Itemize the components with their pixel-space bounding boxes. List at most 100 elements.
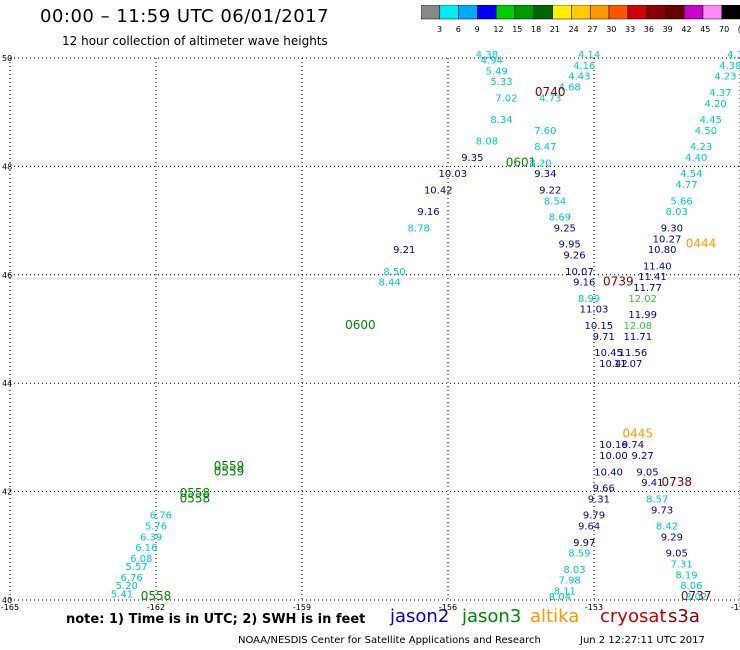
colorbar-tick-label: 42 [681, 25, 692, 34]
wave-height-label: 4.43 [568, 72, 590, 83]
wave-height-label: 10.27 [653, 234, 682, 245]
wave-height-label: 8.06 [680, 581, 702, 592]
wave-height-label: 4.38 [719, 61, 740, 72]
wave-height-label: 11.77 [633, 283, 662, 294]
chart-title: 00:00 – 11:59 UTC 06/01/2017 [40, 6, 330, 27]
time-label: 0444 [686, 237, 717, 251]
wave-height-label: 8.08 [476, 137, 498, 148]
colorbar-tick-label: 3 [437, 25, 443, 34]
wave-height-label: 8.54 [544, 196, 566, 207]
wave-height-label: 8.69 [549, 213, 571, 224]
wave-height-label: 6.76 [150, 511, 172, 522]
wave-height-label: 11.71 [623, 332, 652, 343]
wave-height-label: 4.23 [714, 72, 736, 83]
x-tick-label: -159 [293, 603, 311, 612]
wave-height-label: 9.29 [661, 532, 683, 543]
wave-height-label: 9.05 [666, 549, 688, 560]
x-tick-label: -153 [585, 603, 603, 612]
wave-height-label: 12.08 [623, 321, 652, 332]
wave-height-label: 9.16 [417, 207, 439, 218]
wave-height-label: 8.19 [675, 570, 697, 581]
wave-height-label: 9.21 [393, 245, 415, 256]
wave-height-label: 4.23 [690, 142, 712, 153]
wave-height-label: 8.42 [656, 522, 678, 533]
wave-height-label: 5.49 [486, 66, 508, 77]
legend-jason3: jason3 [462, 606, 522, 627]
colorbar-tick-label: 18 [531, 25, 542, 34]
wave-height-label: 8.04 [549, 592, 571, 603]
wave-height-label: 5.66 [670, 196, 692, 207]
colorbar-tick-label: 36 [643, 25, 654, 34]
wave-height-label: 8.99 [578, 294, 600, 305]
x-tick-label: -150 [731, 603, 740, 612]
colorbar-tick-label: 30 [606, 25, 617, 34]
wave-height-label: 10.15 [585, 321, 614, 332]
wave-height-label: 6.76 [121, 573, 143, 584]
wave-height-label: 9.66 [593, 484, 615, 495]
wave-height-label: 8.20 [529, 158, 551, 169]
wave-height-label: 10.42 [424, 186, 453, 197]
wave-height-label: 4.20 [705, 99, 727, 110]
colorbar-tick-label: 6 [455, 25, 461, 34]
wave-height-label: 8.03 [666, 207, 688, 218]
legend-s3a: s3a [668, 606, 700, 627]
wave-height-label: 9.73 [651, 505, 673, 516]
time-label: 0601 [506, 155, 537, 169]
wave-height-label: 9.34 [534, 169, 556, 180]
wave-height-label: 9.64 [578, 522, 600, 533]
wave-height-label: 7.60 [534, 126, 556, 137]
wave-height-label: 11.03 [580, 305, 609, 316]
chart-subtitle: 12 hour collection of altimeter wave hei… [62, 34, 328, 48]
wave-height-label: 9.25 [554, 223, 576, 234]
wave-height-label: 6.39 [140, 532, 162, 543]
time-label: 0559 [214, 459, 245, 473]
colorbar-swatch [721, 5, 740, 20]
wave-height-label: 11.56 [619, 348, 648, 359]
legend-jason2: jason2 [390, 606, 450, 627]
colorbar-tick-label: 70 [719, 25, 730, 34]
colorbar-tick-label: (ft) [738, 25, 740, 34]
wave-height-label: 8.11 [554, 587, 576, 598]
wave-height-label: 4.14 [578, 50, 600, 61]
wave-height-label: 10.03 [439, 169, 468, 180]
wave-height-label: 9.41 [641, 478, 663, 489]
wave-height-label: 7.98 [559, 576, 581, 587]
x-tick-label: -156 [439, 603, 457, 612]
wave-height-label: 4.45 [700, 115, 722, 126]
colorbar-tick-label: 33 [625, 25, 636, 34]
wave-height-label: 4.50 [695, 126, 717, 137]
time-label: 0739 [603, 275, 634, 289]
y-tick-label: 50 [2, 54, 12, 63]
colorbar-tick-label: 21 [549, 25, 560, 34]
legend-altika: altika [530, 606, 580, 627]
timestamp: Jun 2 12:27:11 UTC 2017 [580, 635, 705, 646]
wave-height-label: 12.02 [628, 294, 657, 305]
wave-height-label: 9.97 [573, 538, 595, 549]
time-label: 0600 [345, 318, 376, 332]
wave-height-label: 9.95 [559, 240, 581, 251]
wave-height-label: 10.16 [599, 440, 628, 451]
x-tick-label: -165 [1, 603, 19, 612]
wave-height-label: 5.41 [111, 589, 133, 600]
wave-height-label: 8.34 [490, 115, 512, 126]
wave-height-label: 11.40 [643, 261, 672, 272]
credit-line: NOAA/NESDIS Center for Satellite Applica… [238, 635, 541, 646]
wave-height-label: 5.20 [116, 581, 138, 592]
wave-height-label: 9.71 [593, 332, 615, 343]
wave-height-label: 10.40 [594, 467, 623, 478]
wave-height-label: 10.07 [565, 267, 594, 278]
wave-height-label: 9.35 [461, 153, 483, 164]
wave-height-label: 4.40 [685, 153, 707, 164]
x-tick-label: -162 [147, 603, 165, 612]
time-label: 0558 [180, 486, 211, 500]
wave-height-label: 9.05 [636, 467, 658, 478]
wave-height-label: 7.02 [495, 93, 517, 104]
wave-height-label: 4.3 [727, 50, 740, 61]
colorbar-tick-label: 39 [662, 25, 673, 34]
wave-height-label: 10.42 [599, 359, 628, 370]
wave-height-label: 4.73 [539, 93, 561, 104]
wave-height-label: 10.45 [594, 348, 623, 359]
time-label: 0740 [535, 85, 566, 99]
